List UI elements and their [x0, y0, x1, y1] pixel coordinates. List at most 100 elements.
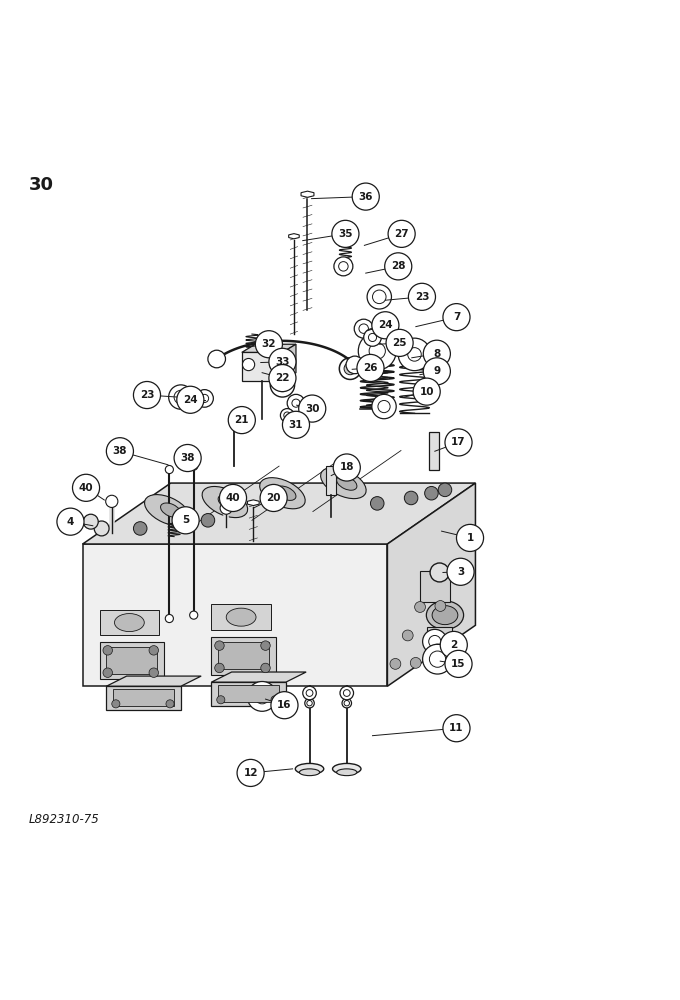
Circle shape [94, 521, 109, 536]
Circle shape [260, 641, 270, 650]
Bar [106, 686, 181, 710]
Ellipse shape [333, 763, 361, 774]
Text: 9: 9 [433, 366, 441, 376]
Circle shape [306, 690, 313, 696]
Text: 22: 22 [275, 373, 290, 383]
Polygon shape [83, 544, 388, 686]
Ellipse shape [426, 601, 464, 629]
Text: 35: 35 [338, 229, 353, 239]
Ellipse shape [337, 769, 357, 776]
Text: 7: 7 [453, 312, 460, 322]
Circle shape [275, 378, 289, 392]
Circle shape [358, 332, 396, 370]
Circle shape [445, 650, 472, 677]
Circle shape [174, 444, 201, 472]
Polygon shape [282, 344, 296, 381]
Circle shape [269, 365, 296, 392]
Circle shape [359, 324, 369, 333]
Text: 23: 23 [415, 292, 429, 302]
Ellipse shape [432, 606, 458, 625]
Text: 15: 15 [452, 659, 466, 669]
Text: 36: 36 [358, 192, 373, 202]
Circle shape [256, 331, 282, 358]
Circle shape [165, 465, 173, 474]
Circle shape [133, 522, 147, 535]
Circle shape [405, 491, 418, 505]
Text: 28: 28 [391, 261, 405, 271]
Circle shape [373, 290, 386, 304]
Circle shape [332, 220, 359, 247]
Text: 40: 40 [226, 493, 240, 503]
Circle shape [177, 386, 204, 413]
Text: 16: 16 [277, 700, 292, 710]
Circle shape [430, 563, 449, 582]
Circle shape [217, 696, 225, 704]
Bar [211, 637, 275, 675]
Circle shape [410, 657, 421, 668]
Circle shape [438, 483, 452, 497]
Circle shape [344, 363, 356, 375]
Bar [420, 571, 450, 602]
Circle shape [287, 394, 305, 412]
Bar [218, 642, 269, 669]
Circle shape [190, 462, 198, 470]
Ellipse shape [275, 486, 296, 500]
Circle shape [443, 304, 470, 331]
Circle shape [169, 385, 193, 409]
Circle shape [172, 507, 199, 534]
Circle shape [201, 394, 209, 402]
Ellipse shape [114, 614, 144, 632]
Circle shape [403, 630, 413, 641]
Circle shape [339, 358, 361, 379]
Ellipse shape [145, 495, 190, 526]
Circle shape [333, 454, 360, 481]
Text: 40: 40 [79, 483, 93, 493]
Text: 24: 24 [378, 320, 392, 330]
Circle shape [339, 262, 348, 271]
Circle shape [344, 700, 350, 706]
Circle shape [243, 358, 255, 371]
Circle shape [390, 658, 401, 669]
Circle shape [166, 700, 174, 708]
Text: 10: 10 [420, 387, 434, 397]
Circle shape [220, 502, 233, 514]
Ellipse shape [226, 608, 256, 626]
Circle shape [208, 350, 226, 368]
Circle shape [271, 692, 298, 719]
Polygon shape [242, 344, 296, 352]
Text: 4: 4 [67, 517, 74, 527]
Text: 24: 24 [183, 395, 198, 405]
Circle shape [364, 329, 381, 346]
Circle shape [423, 358, 450, 385]
Text: 3: 3 [457, 567, 464, 577]
Bar [218, 685, 279, 702]
Ellipse shape [218, 495, 239, 509]
Circle shape [252, 352, 269, 369]
Text: 2: 2 [450, 640, 458, 650]
Ellipse shape [299, 769, 320, 776]
Circle shape [423, 340, 450, 367]
Circle shape [428, 635, 441, 648]
Circle shape [343, 690, 350, 696]
Circle shape [201, 514, 215, 527]
Bar [326, 466, 336, 495]
Circle shape [280, 409, 294, 422]
Text: 8: 8 [433, 349, 441, 359]
Circle shape [413, 378, 440, 405]
Text: 30: 30 [29, 176, 54, 194]
Circle shape [384, 323, 392, 331]
Circle shape [445, 429, 472, 456]
Circle shape [385, 253, 412, 280]
Text: 31: 31 [289, 420, 303, 430]
Polygon shape [301, 191, 314, 197]
Ellipse shape [321, 468, 366, 499]
Circle shape [260, 663, 270, 673]
Polygon shape [242, 352, 282, 381]
Circle shape [372, 394, 396, 419]
Ellipse shape [337, 476, 357, 490]
Circle shape [357, 354, 384, 381]
Ellipse shape [202, 486, 248, 518]
Circle shape [415, 602, 426, 612]
Circle shape [257, 356, 265, 365]
Circle shape [196, 390, 214, 407]
